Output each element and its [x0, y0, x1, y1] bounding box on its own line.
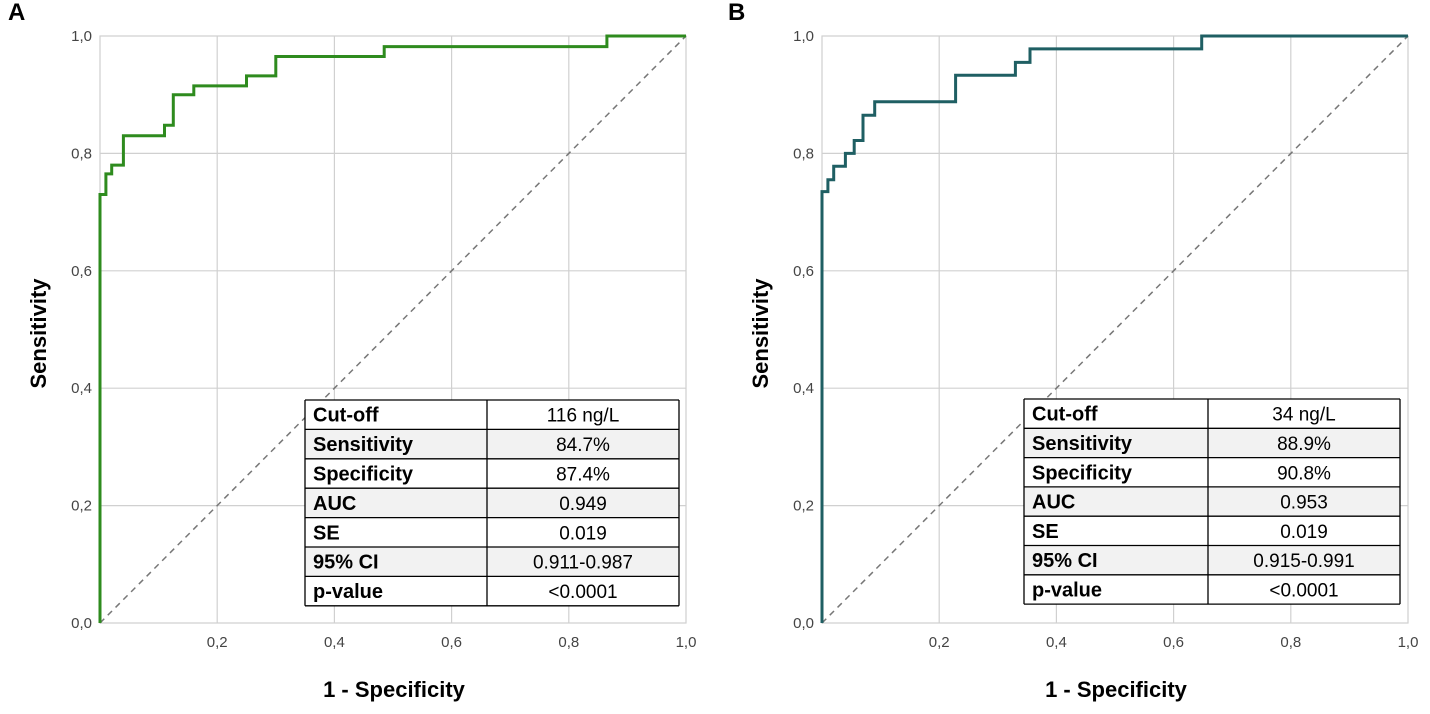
table-row	[1024, 428, 1400, 458]
table-row-label: AUC	[313, 493, 356, 515]
y-tick-label: 0,6	[793, 263, 814, 280]
table-row-label: Cut-off	[313, 405, 379, 427]
table-row-label: p-value	[1032, 579, 1102, 601]
y-tick-label: 0,4	[71, 380, 92, 397]
table-row	[305, 517, 679, 547]
table-row-value: 0.953	[1280, 493, 1328, 514]
table-row	[305, 429, 679, 459]
x-tick-label: 0,6	[441, 634, 462, 651]
table-row-value: <0.0001	[1269, 580, 1338, 601]
table-row	[1024, 399, 1400, 429]
panel-label: B	[728, 0, 745, 26]
x-tick-label: 0,8	[558, 634, 579, 651]
x-tick-label: 0,2	[207, 634, 228, 651]
table-row-label: Cut-off	[1032, 404, 1098, 426]
table-row	[1024, 457, 1400, 487]
y-tick-label: 1,0	[71, 28, 92, 45]
y-tick-label: 0,0	[71, 615, 92, 632]
table-row	[1024, 516, 1400, 546]
table-row-label: AUC	[1032, 492, 1075, 514]
table-row-value: <0.0001	[548, 582, 617, 603]
y-tick-label: 0,4	[793, 380, 814, 397]
y-axis-title: Sensitivity	[26, 278, 51, 389]
table-row-label: Sensitivity	[313, 434, 414, 456]
table-row	[305, 547, 679, 577]
table-row-label: p-value	[313, 581, 383, 603]
y-tick-label: 0,2	[793, 498, 814, 515]
x-tick-label: 0,8	[1280, 634, 1301, 651]
table-row	[305, 458, 679, 489]
table-row	[305, 400, 679, 430]
table-row	[305, 488, 679, 518]
roc-panel-a: A 0,2 0,4 0,6 0,8 1,0 0,0 0,2 0,4 0,6 0,8 1,0 1 - Sp…	[8, 0, 696, 702]
table-row-value: 0.915-0.991	[1253, 551, 1354, 572]
y-tick-label: 1,0	[793, 28, 814, 45]
table-row-label: SE	[1032, 521, 1059, 543]
table-row-label: Specificity	[1032, 462, 1133, 484]
y-tick-label: 0,2	[71, 498, 92, 515]
roc-panel-b: B 0,2 0,4 0,6 0,8 1,0 0,0 0,2 0,4 0,6 0,8 1,0 1 - Sp…	[728, 0, 1418, 702]
table-row-label: 95% CI	[1032, 550, 1098, 572]
table-row-value: 116 ng/L	[547, 406, 620, 427]
table-row-value: 88.9%	[1277, 434, 1331, 455]
table-row-value: 0.911-0.987	[533, 553, 633, 574]
stats-table: Cut-off 34 ng/L Sensitivity 88.9% Specificit…	[1023, 398, 1401, 605]
table-row-label: SE	[313, 522, 340, 544]
x-tick-label: 0,6	[1163, 634, 1184, 651]
table-row	[1024, 574, 1400, 605]
table-row-value: 0.019	[559, 523, 607, 544]
table-row-value: 90.8%	[1277, 463, 1331, 484]
table-row	[305, 576, 679, 606]
y-tick-label: 0,0	[793, 615, 814, 632]
y-tick-label: 0,8	[71, 145, 92, 162]
x-axis-title: 1 - Specificity	[323, 677, 466, 702]
x-tick-label: 1,0	[1398, 634, 1419, 651]
x-tick-label: 0,4	[324, 634, 345, 651]
x-tick-label: 1,0	[676, 634, 697, 651]
panel-label: A	[8, 0, 25, 26]
x-axis-title: 1 - Specificity	[1045, 677, 1188, 702]
table-row-label: 95% CI	[313, 552, 379, 574]
x-tick-label: 0,2	[929, 634, 950, 651]
table-row-label: Specificity	[313, 464, 414, 486]
table-row-value: 0.019	[1280, 522, 1328, 543]
table-row-value: 87.4%	[556, 465, 610, 486]
table-row-value: 84.7%	[556, 435, 610, 456]
table-row-value: 34 ng/L	[1272, 405, 1335, 426]
table-row	[1024, 486, 1400, 517]
y-axis-title: Sensitivity	[748, 278, 773, 389]
y-tick-label: 0,8	[793, 145, 814, 162]
table-row-label: Sensitivity	[1032, 433, 1133, 455]
table-row	[1024, 545, 1400, 575]
stats-table: Cut-off 116 ng/L Sensitivity 84.7% Specifici…	[304, 399, 680, 607]
roc-curve	[98, 34, 686, 623]
table-row-value: 0.949	[559, 494, 607, 515]
y-tick-label: 0,6	[71, 263, 92, 280]
roc-curve	[820, 34, 1408, 623]
x-tick-label: 0,4	[1046, 634, 1067, 651]
